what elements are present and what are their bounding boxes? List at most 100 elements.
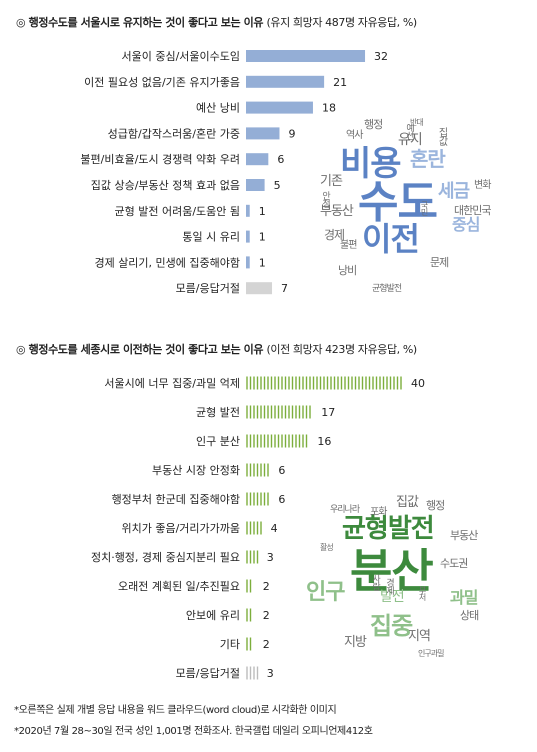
word-cloud-word: 국민: [420, 201, 429, 215]
category-label: 경제 살리기, 민생에 집중해야함: [94, 255, 240, 269]
value-label: 1: [259, 256, 266, 269]
value-label: 18: [322, 102, 336, 115]
value-label: 4: [271, 522, 278, 535]
word-cloud-word: 경제: [384, 578, 394, 594]
value-label: 2: [263, 638, 270, 651]
chart-title-text: ◎ 행정수도를 서울시로 유지하는 것이 좋다고 보는 이유: [16, 16, 264, 29]
word-cloud-word: 포화: [370, 507, 387, 518]
footnote-wordcloud: *오른쪽은 실제 개별 응답 내용을 워드 클라우드(word cloud)로 …: [14, 705, 337, 716]
bar: [246, 230, 250, 243]
word-cloud-word: 인구: [306, 580, 345, 605]
chart-subtitle-text: (유지 희망자 487명 자유응답, %): [266, 16, 417, 29]
bar: [246, 463, 269, 477]
chart-section-move-sejong: ◎ 행정수도를 세종시로 이전하는 것이 좋다고 보는 이유 (이전 희망자 4…: [0, 330, 537, 680]
word-cloud-word: 우리나라: [330, 505, 360, 515]
bar: [246, 405, 311, 419]
value-label: 6: [278, 493, 285, 506]
value-label: 32: [374, 50, 388, 63]
word-cloud-word: 균형발전: [342, 514, 435, 544]
word-cloud-word: 활성: [320, 543, 334, 552]
word-cloud-word: 문제: [430, 256, 449, 269]
value-label: 2: [263, 580, 270, 593]
category-label: 균형 발전 어려움/도움안 됨: [114, 205, 240, 218]
value-label: 3: [267, 551, 274, 564]
bar: [246, 75, 325, 88]
word-cloud-word: 불편: [340, 240, 357, 251]
word-cloud-word: 집값: [436, 127, 447, 145]
word-cloud-word: 과밀: [450, 588, 478, 607]
word-cloud-word: 집중: [370, 612, 413, 640]
chart-title-keep-seoul: ◎ 행정수도를 서울시로 유지하는 것이 좋다고 보는 이유 (유지 희망자 4…: [16, 14, 417, 30]
category-label: 정치·행정, 경제 중심지분리 필요: [91, 551, 240, 564]
bar: [246, 204, 250, 217]
bar: [246, 521, 262, 535]
word-cloud-word: 상태: [460, 609, 479, 622]
word-cloud-word: 중심: [452, 215, 480, 234]
value-label: 6: [277, 153, 284, 166]
word-cloud-word: 부동산: [450, 529, 478, 542]
value-label: 9: [288, 127, 295, 140]
bar: [246, 550, 259, 564]
word-cloud-word: 대한민국: [454, 204, 491, 217]
category-label: 부동산 시장 안정화: [152, 464, 240, 477]
bar-chart-move-sejong: 서울시에 너무 집중/과밀 억제 40 균형 발전 17 인구 분산 16 부동산 시장 안…: [91, 376, 425, 680]
word-cloud-word: 균형발전: [372, 284, 402, 294]
word-cloud-word: 발전: [380, 589, 405, 605]
value-label: 16: [317, 435, 331, 448]
word-cloud-word: 역사: [346, 130, 363, 141]
bar-chart-keep-seoul: 서울이 중심/서울이수도임 32 이전 필요성 없음/기존 유지가좋음 21 예산 낭비…: [80, 50, 388, 295]
chart-title-text: ◎ 행정수도를 세종시로 이전하는 것이 좋다고 보는 이유: [16, 343, 264, 356]
word-cloud-word: 반대: [410, 118, 424, 127]
bar: [246, 179, 265, 191]
word-cloud-word: 사람: [370, 574, 380, 590]
word-cloud-move-sejong: 균형발전 분산 인구 집중 과밀 발전 집값 행정 포화 우리나라 부동산 수도권 상태 지방 지역 인구과밀…: [300, 490, 522, 675]
category-label: 통일 시 유리: [182, 230, 240, 244]
word-cloud-word: 낭비: [338, 264, 357, 277]
bar: [246, 666, 259, 680]
word-cloud-word: 안정: [320, 191, 330, 207]
value-label: 6: [278, 464, 285, 477]
word-cloud-word: 분산: [350, 544, 434, 598]
word-cloud-word: 유지: [398, 132, 423, 148]
word-cloud-word: 부처: [418, 586, 427, 600]
word-cloud-word: 지방: [344, 635, 367, 650]
word-cloud-word: 변화: [474, 180, 491, 191]
bar: [246, 608, 252, 622]
category-label: 불편/비효율/도시 경쟁력 약화 우려: [80, 152, 240, 166]
word-cloud-word: 부동산: [320, 204, 354, 219]
chart-title-move-sejong: ◎ 행정수도를 세종시로 이전하는 것이 좋다고 보는 이유 (이전 희망자 4…: [16, 341, 417, 357]
category-label: 균형 발전: [196, 406, 240, 419]
category-label: 행정부처 한군데 집중해야함: [112, 492, 240, 506]
value-label: 1: [259, 205, 266, 218]
value-label: 5: [274, 179, 281, 192]
chart-subtitle-text: (이전 희망자 423명 자유응답, %): [266, 343, 417, 356]
word-cloud-keep-seoul: 비용 수도 이전 혼란 세금 중심 유지 행정 역사 집값 반대 기존 부동산 경제 안정 불편 낭비 변화 대한민…: [318, 105, 523, 305]
word-cloud-word: 경제: [324, 228, 345, 242]
bar: [246, 127, 280, 140]
word-cloud-word: 비용: [340, 144, 402, 184]
category-label: 서울이 중심/서울이수도임: [121, 50, 240, 63]
bar: [246, 282, 273, 295]
bar: [246, 637, 252, 651]
word-cloud-word: 수도: [358, 177, 438, 228]
word-cloud-word: 예산: [404, 123, 414, 139]
word-cloud-word: 기존: [320, 174, 343, 189]
category-label: 서울시에 너무 집중/과밀 억제: [104, 377, 240, 390]
bar: [246, 434, 308, 448]
category-label: 예산 낭비: [196, 102, 240, 115]
bar: [246, 579, 252, 593]
chart-section-keep-seoul: ◎ 행정수도를 서울시로 유지하는 것이 좋다고 보는 이유 (유지 희망자 4…: [0, 0, 537, 320]
category-label: 위치가 좋음/거리가가까움: [121, 522, 240, 535]
bar: [246, 376, 402, 390]
word-cloud-word: 세금: [438, 181, 470, 202]
value-label: 1: [259, 231, 266, 244]
bar: [246, 256, 250, 269]
category-label: 이전 필요성 없음/기존 유지가좋음: [84, 76, 240, 89]
bar: [246, 492, 269, 506]
category-label: 모름/응답거절: [176, 282, 240, 295]
value-label: 3: [267, 667, 274, 680]
word-cloud-word: 수도권: [440, 557, 468, 570]
value-label: 17: [321, 406, 335, 419]
bar: [246, 50, 366, 62]
category-label: 오래전 계획된 일/추진필요: [118, 579, 240, 593]
